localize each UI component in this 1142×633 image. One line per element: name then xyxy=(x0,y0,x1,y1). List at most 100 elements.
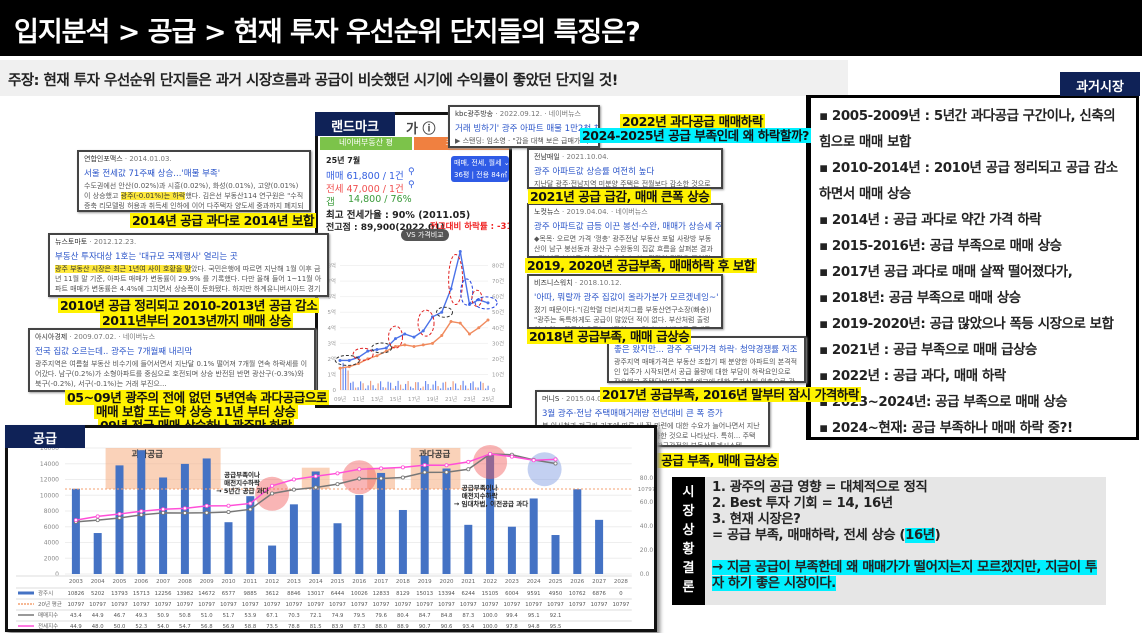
index-point xyxy=(204,510,209,515)
conclusion-final: → 지금 공급이 부족한데 왜 매매가가 떨어지는지 모르겠지만, 지금이 투자… xyxy=(712,560,1097,591)
x-tick-label: 2005 xyxy=(113,579,127,585)
month-label: 25년 7월 xyxy=(326,156,361,165)
news-headline[interactable]: 3월 광주·전남 주택매매거래량 전년대비 큰 폭 증가 xyxy=(542,409,723,419)
table-cell: 10797 xyxy=(591,602,608,608)
volume-bar xyxy=(462,380,464,390)
news-source: 머니S · 2015.04.09. xyxy=(542,395,609,403)
news-clipping[interactable]: 노컷뉴스 · 2019.04.04. · 네이버뉴스 광주 아파트값 급등 이끈… xyxy=(527,203,723,258)
volume-bar xyxy=(345,367,347,390)
x-tick-label: 2016 xyxy=(352,579,366,585)
table-cell: 10797 xyxy=(438,602,455,608)
table-cell: 84.8 xyxy=(441,613,453,619)
table-cell: 80.4 xyxy=(397,613,409,619)
highlight-circle-blue xyxy=(527,452,562,487)
price-point xyxy=(347,358,351,362)
volume-bar xyxy=(352,381,354,390)
price-point xyxy=(440,334,444,338)
x-tick-label: 19년 xyxy=(426,395,438,403)
left-tick-label: 8000 xyxy=(44,508,59,515)
table-cell: 10797 xyxy=(242,602,259,608)
news-body: 광주지역은 여름철 부동산 비수기에 들어서면서 지난달 0.1% 떨어져 7개… xyxy=(35,360,308,388)
table-cell: 10797 xyxy=(569,602,586,608)
naver-realestate-button[interactable]: 네이버부동산 평 xyxy=(320,137,412,150)
legend-label: 광주시 xyxy=(38,590,53,597)
past-market-panel: ▪ 2005-2009년 : 5년간 과다공급 구간이나, 신축의 힘으로 매매… xyxy=(806,95,1139,440)
table-cell: 10797 xyxy=(612,602,629,608)
news-source: 노컷뉴스 · 2019.04.04. · 네이버뉴스 xyxy=(534,208,648,216)
left-tick-label: 4000 xyxy=(44,540,59,547)
news-clipping[interactable]: 아시아경제 · 2009.07.02. · 네이버뉴스 전국 집값 오르는데..… xyxy=(28,328,316,392)
left-tick-label: 14000 xyxy=(40,461,59,468)
search-icon[interactable]: ⚲ xyxy=(408,180,415,190)
index-point xyxy=(466,467,471,472)
news-clipping[interactable]: 비즈니스워치 · 2018.10.12. '아따, 뭐랄까 광주 집값이 올라가… xyxy=(527,274,723,329)
news-headline[interactable]: '아따, 뭐랄까 광주 집값이 올라가분가 모르겠네잉~' xyxy=(534,293,719,303)
news-clipping[interactable]: 좋은 왔지만... 광주 주택가격 하락· 청약경쟁률 저조 광주지역 매매가격… xyxy=(607,336,806,383)
x-tick-label: 2008 xyxy=(178,579,192,585)
past-item: ▪ 2005-2009년 : 5년간 과다공급 구간이나, 신축의 힘으로 매매… xyxy=(819,109,1116,150)
news-headline[interactable]: 부동산 투자대상 1호는 '대규모 국제행사' 열리는 곳 xyxy=(55,252,238,262)
table-cell: 97.8 xyxy=(506,624,518,629)
table-cell: 10797 xyxy=(351,602,368,608)
table-cell: 74.9 xyxy=(332,613,344,619)
table-cell: 15105 xyxy=(482,591,499,597)
news-headline[interactable]: 전국 집값 오르는데.. 광주는 7개월째 내리막 xyxy=(35,347,193,357)
index-point xyxy=(95,514,100,519)
past-item: ▪ 2010-2014년 : 2010년 공급 정리되고 공급 감소 하면서 매… xyxy=(819,161,1118,202)
table-cell: 10797 xyxy=(264,602,281,608)
search-icon[interactable]: ⚲ xyxy=(408,167,415,177)
volume-bar xyxy=(370,380,372,390)
volume-bar xyxy=(437,386,439,390)
volume-bar xyxy=(402,388,404,390)
volume-bar xyxy=(385,387,387,390)
volume-bar xyxy=(475,387,477,390)
compare-button[interactable]: VS 가격비교 xyxy=(401,229,449,241)
news-headline[interactable]: 광주 아파트값 급등 이끈 봉선·수완, 매매가 상승세 주춤 xyxy=(534,222,723,232)
news-clipping[interactable]: 연합인포맥스 · 2014.01.03. 서울 전세값 71주째 상승...'매… xyxy=(77,150,311,212)
table-cell: 13982 xyxy=(176,591,193,597)
volume-bar xyxy=(387,381,389,390)
right-tick-label: 0.0 xyxy=(640,571,650,578)
table-cell: 70.3 xyxy=(288,613,300,619)
table-cell: 4950 xyxy=(549,591,563,597)
news-headline[interactable]: 좋은 왔지만... 광주 주택가격 하락· 청약경쟁률 저조 xyxy=(614,345,798,355)
volume-bar xyxy=(470,383,472,390)
x-tick-label: 2020 xyxy=(440,579,454,585)
text: = 공급 부족, 매매하락, 전세 상승 ( xyxy=(712,528,906,543)
supply-bar xyxy=(159,477,168,574)
left-tick-label: 12000 xyxy=(40,477,59,484)
x-tick-label: 21년 xyxy=(445,395,457,403)
supply-bar xyxy=(420,455,429,574)
index-point xyxy=(291,477,296,482)
volume-bar xyxy=(440,388,442,390)
table-cell: 87.3 xyxy=(353,624,365,629)
table-cell: 79.5 xyxy=(353,613,365,619)
caption-0509-b: 매매 보합 또는 약 상승 11년 부터 상승 xyxy=(94,404,298,419)
news-clipping[interactable]: 전남매일 · 2021.10.04. 광주 아파트값 상승률 여전히 높다 지난… xyxy=(527,148,723,189)
news-clipping[interactable]: 뉴스토마토 · 2012.12.23. 부동산 투자대상 1호는 '대규모 국제… xyxy=(48,233,329,297)
news-clipping[interactable]: kbc광주방송 · 2022.09.12. · 네이버뉴스 거래 빙하기' 광주… xyxy=(448,105,600,148)
deal-type-select[interactable]: 매매, 전세, 월세 ⌄ 36평 | 전용 84㎡ xyxy=(451,156,509,182)
index-point xyxy=(226,509,231,514)
landmark-price-chart: 0 0 1억 10건 2억 20건 3억 30건 4억 40건 5억 50건 6억 60건 7억 70건 8억 8… xyxy=(327,250,504,403)
x-tick-label: 09년 xyxy=(334,395,346,403)
table-cell: 13394 xyxy=(438,591,455,597)
table-cell: 43.4 xyxy=(70,613,82,619)
news-headline[interactable]: 거래 빙하기' 광주 아파트 매물 1만2천 채..가격 하락 가속 xyxy=(455,124,598,134)
table-cell: 51.7 xyxy=(223,613,235,619)
right-tick-label: 50건 xyxy=(492,309,504,316)
right-tick-label: 40.0 xyxy=(640,523,654,530)
oversupply-box xyxy=(410,448,461,489)
supply-note: 매전지수하락 xyxy=(462,491,498,500)
table-cell: 10797 xyxy=(89,602,106,608)
news-headline[interactable]: 서울 전세값 71주째 상승...'매물 부족' xyxy=(84,169,221,179)
caption-0509-a: 05~09년 광주의 전에 없던 5년연속 과다공급으로 xyxy=(65,390,330,405)
index-point xyxy=(531,458,536,463)
volume-bar xyxy=(382,387,384,390)
supply-bar xyxy=(398,509,407,574)
claim-text: 주장: 현재 투자 우선순위 단지들은 과거 시장흐름과 공급이 비슷했던 시기… xyxy=(0,60,848,96)
news-headline[interactable]: 광주 아파트값 상승률 여전히 높다 xyxy=(534,167,655,177)
table-cell: 10797 xyxy=(67,602,84,608)
right-tick-label: 30건 xyxy=(492,340,504,347)
x-tick-label: 2022 xyxy=(483,579,497,585)
